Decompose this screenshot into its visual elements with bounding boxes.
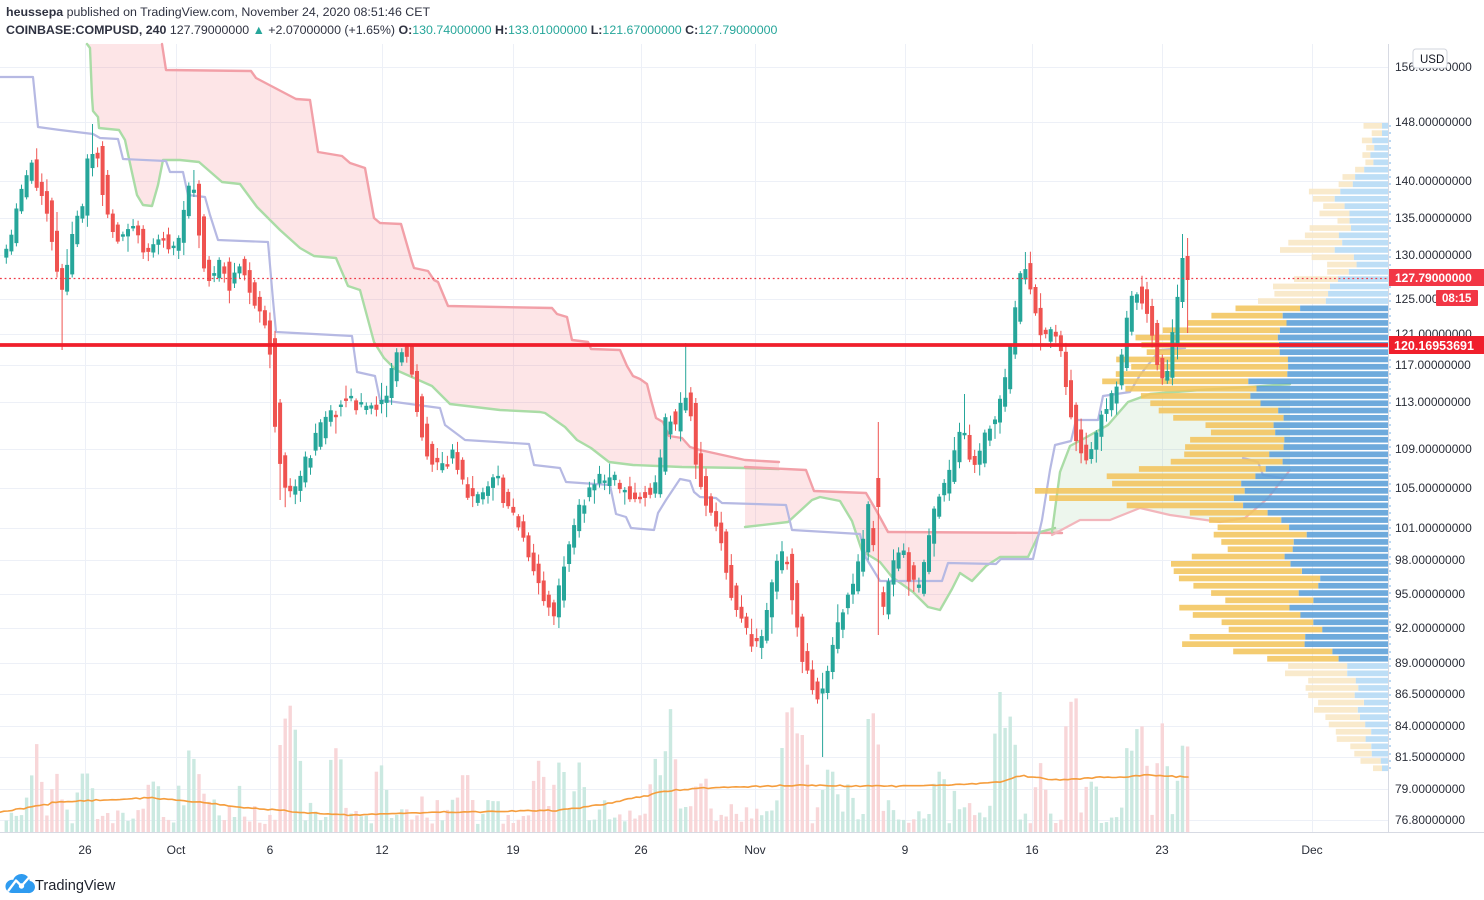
svg-text:TradingView: TradingView (35, 878, 116, 894)
svg-text:120.16953691: 120.16953691 (1394, 339, 1474, 353)
svg-text:101.00000000: 101.00000000 (1395, 521, 1472, 535)
svg-text:16: 16 (1025, 843, 1039, 857)
svg-text:79.00000000: 79.00000000 (1395, 782, 1465, 796)
svg-text:76.80000000: 76.80000000 (1395, 813, 1465, 827)
svg-text:heussepa published on TradingV: heussepa published on TradingView.com, N… (6, 5, 430, 19)
svg-text:Nov: Nov (744, 843, 765, 857)
svg-text:COINBASE:COMPUSD, 240 127.7900: COINBASE:COMPUSD, 240 127.79000000 ▲ +2.… (6, 23, 778, 37)
svg-text:Oct: Oct (167, 843, 186, 857)
svg-text:95.00000000: 95.00000000 (1395, 587, 1465, 601)
svg-text:148.00000000: 148.00000000 (1395, 115, 1472, 129)
svg-text:6: 6 (267, 843, 274, 857)
svg-text:84.00000000: 84.00000000 (1395, 719, 1465, 733)
svg-text:109.00000000: 109.00000000 (1395, 442, 1472, 456)
svg-text:USD: USD (1420, 54, 1444, 66)
svg-text:12: 12 (375, 843, 389, 857)
svg-text:140.00000000: 140.00000000 (1395, 174, 1472, 188)
svg-text:89.00000000: 89.00000000 (1395, 656, 1465, 670)
svg-text:130.00000000: 130.00000000 (1395, 248, 1472, 262)
svg-text:105.00000000: 105.00000000 (1395, 481, 1472, 495)
svg-text:Dec: Dec (1301, 843, 1322, 857)
svg-text:127.79000000: 127.79000000 (1395, 271, 1472, 285)
svg-text:81.50000000: 81.50000000 (1395, 750, 1465, 764)
svg-text:26: 26 (78, 843, 92, 857)
svg-text:23: 23 (1155, 843, 1169, 857)
svg-text:135.00000000: 135.00000000 (1395, 211, 1472, 225)
svg-text:26: 26 (634, 843, 648, 857)
svg-text:08:15: 08:15 (1442, 293, 1472, 305)
svg-text:113.00000000: 113.00000000 (1395, 395, 1471, 409)
svg-text:19: 19 (506, 843, 520, 857)
svg-text:117.00000000: 117.00000000 (1395, 358, 1471, 372)
svg-text:9: 9 (902, 843, 909, 857)
svg-text:98.00000000: 98.00000000 (1395, 553, 1465, 567)
svg-text:92.00000000: 92.00000000 (1395, 621, 1465, 635)
svg-text:86.50000000: 86.50000000 (1395, 687, 1465, 701)
